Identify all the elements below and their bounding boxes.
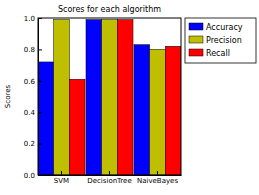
- legend-label: Recall: [206, 49, 230, 58]
- legend-swatch: [189, 49, 203, 56]
- y-tick: 0.8: [24, 46, 42, 54]
- chart: 0.0 0.2 0.4 0.6 0.8 1.0 SVM DecisionTree NaiveBa…: [0, 0, 259, 195]
- y-tick-label: 0.2: [24, 140, 35, 148]
- legend-label: Accuracy: [206, 23, 243, 32]
- x-axis: SVM DecisionTree NaiveBayes: [39, 171, 182, 185]
- bar: [38, 62, 54, 175]
- y-tick: 1.0: [24, 15, 42, 23]
- x-tick: DecisionTree: [87, 171, 131, 185]
- y-tick-label: 0.6: [24, 78, 36, 86]
- legend-label: Precision: [206, 36, 242, 45]
- y-tick-label: 0.4: [24, 109, 36, 117]
- bar: [69, 79, 85, 175]
- y-tick-mark: [38, 112, 42, 113]
- y-tick: 0.6: [24, 78, 42, 86]
- x-tick-label: SVM: [54, 177, 69, 185]
- bar: [54, 20, 70, 175]
- bar: [165, 46, 181, 175]
- bar: [134, 45, 150, 175]
- x-tick-mark: [109, 171, 110, 175]
- x-axis-line: [39, 175, 182, 176]
- bar: [86, 20, 102, 175]
- y-tick: 0.2: [24, 140, 42, 148]
- x-tick-mark: [61, 171, 62, 175]
- x-tick: SVM: [54, 171, 69, 185]
- legend-swatch: [189, 36, 203, 43]
- title: Scores for each algorithm: [58, 5, 161, 14]
- y-tick-mark: [38, 81, 42, 82]
- y-tick-label: 1.0: [24, 15, 35, 23]
- bars: [38, 20, 181, 175]
- y-axis-line: [38, 19, 39, 176]
- y-axis: 0.0 0.2 0.4 0.6 0.8 1.0: [24, 15, 42, 180]
- bar: [117, 20, 133, 175]
- legend: Accuracy Precision Recall: [185, 18, 256, 63]
- legend-box: [185, 18, 256, 63]
- legend-swatch: [189, 23, 203, 30]
- y-tick-mark: [38, 18, 42, 19]
- y-tick-mark: [38, 49, 42, 50]
- bar: [150, 49, 166, 175]
- y-tick-label: 0.0: [24, 172, 35, 180]
- x-tick: NaiveBayes: [137, 171, 178, 185]
- y-tick-mark: [38, 144, 42, 145]
- x-tick-label: DecisionTree: [87, 177, 131, 185]
- y-axis-title: Scores: [4, 85, 12, 109]
- y-tick-label: 0.8: [24, 46, 35, 54]
- bar: [102, 20, 118, 175]
- x-tick-mark: [157, 171, 158, 175]
- frame: [38, 18, 181, 175]
- plot: 0.0 0.2 0.4 0.6 0.8 1.0 SVM DecisionTree NaiveBa…: [24, 15, 182, 185]
- y-tick: 0.4: [24, 109, 42, 117]
- x-tick-label: NaiveBayes: [137, 177, 178, 185]
